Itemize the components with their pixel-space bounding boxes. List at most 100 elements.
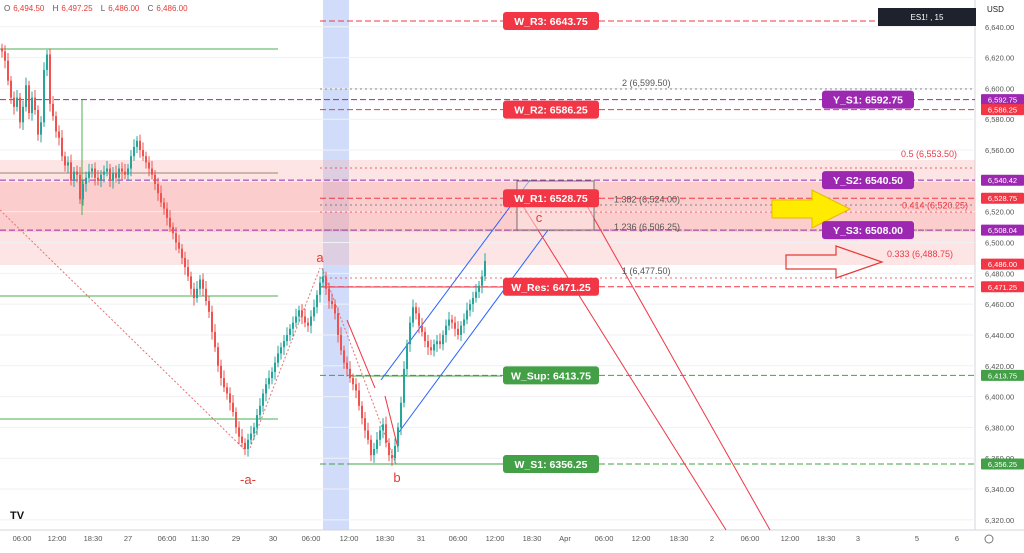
candle-body	[34, 97, 36, 110]
candle-body	[136, 140, 138, 147]
time-settings-icon[interactable]	[984, 534, 994, 544]
price-tick-label: 6,380.00	[985, 423, 1014, 432]
candle	[145, 151, 147, 169]
candle	[31, 91, 33, 121]
candle	[298, 305, 300, 323]
candle-body	[430, 347, 432, 351]
time-axis[interactable]: 06:00 12:00 18:30 27 06:00 11:30 29 30 06:00 12:0…	[13, 534, 994, 544]
candle-body	[412, 307, 414, 323]
candle	[313, 299, 315, 322]
candle	[253, 422, 255, 440]
candle	[454, 316, 456, 337]
candle-body	[469, 304, 471, 311]
candle	[163, 197, 165, 215]
level-label: W_R2: 6586.25	[503, 100, 599, 119]
price-tick-label: 6,600.00	[985, 84, 1014, 93]
candle-body	[43, 69, 45, 123]
candle	[136, 136, 138, 154]
candle	[10, 76, 12, 104]
candle-body	[19, 97, 21, 123]
candle-body	[376, 439, 378, 449]
candle-body	[196, 288, 198, 298]
candle	[355, 378, 357, 399]
projection-line-1	[522, 205, 727, 531]
candle	[280, 342, 282, 360]
candle-body	[385, 424, 387, 443]
symbol-interval-badge[interactable]: ES1! , 15	[878, 8, 976, 26]
candle-body	[484, 260, 486, 277]
price-tag-bg	[981, 224, 1024, 236]
candle-body	[58, 131, 60, 138]
candle	[409, 316, 411, 352]
candle-body	[226, 387, 228, 394]
candle-body	[235, 411, 237, 428]
level-label-bg	[503, 12, 599, 30]
candle	[124, 163, 126, 180]
candle-body	[364, 418, 366, 431]
candle	[67, 156, 69, 174]
candle	[109, 163, 111, 188]
candle	[376, 432, 378, 454]
candle-body	[16, 97, 18, 107]
price-tag-bg	[981, 104, 1024, 116]
price-tick-label: 6,500.00	[985, 239, 1014, 248]
price-tag-bg	[981, 94, 1024, 106]
candle	[16, 89, 18, 112]
candle-body	[304, 316, 306, 323]
candle	[433, 339, 435, 357]
currency-selector[interactable]: USD	[987, 5, 1004, 14]
candle	[406, 339, 408, 376]
price-tag-text: 6,586.25	[988, 106, 1017, 115]
candle	[46, 49, 48, 77]
price-tag: 6,508.04	[981, 224, 1024, 236]
candle	[115, 165, 117, 183]
candle-body	[205, 288, 207, 302]
level-label-bg	[822, 221, 914, 240]
candle	[196, 281, 198, 303]
price-tag: 6,356.25	[981, 458, 1024, 470]
price-tag: 6,586.25	[981, 104, 1024, 116]
candle	[229, 387, 231, 411]
price-tick-label: 6,580.00	[985, 115, 1014, 124]
candle	[484, 253, 486, 282]
candle-body	[313, 307, 315, 317]
candle-body	[367, 430, 369, 440]
candle	[91, 163, 93, 178]
candle-body	[442, 334, 444, 345]
price-tick-label: 6,340.00	[985, 485, 1014, 494]
level-label-bg	[503, 366, 599, 385]
candle	[193, 282, 195, 306]
candle-body	[274, 362, 276, 372]
level-label: W_Sup: 6413.75	[503, 366, 599, 385]
candle-body	[13, 97, 15, 107]
price-tick-label: 6,640.00	[985, 23, 1014, 32]
tradingview-logo: TV	[10, 510, 25, 522]
candle-body	[25, 85, 27, 107]
candle-body	[109, 168, 111, 181]
candle	[322, 268, 324, 288]
candle	[457, 321, 459, 340]
time-tick-label: 06:00	[595, 534, 614, 543]
candle-body	[79, 174, 81, 200]
price-tag: 6,413.75	[981, 369, 1024, 381]
candle-body	[289, 328, 291, 335]
candle-body	[427, 341, 429, 348]
candle-body	[262, 393, 264, 406]
candle	[181, 244, 183, 265]
time-tick-label: 11:30	[191, 534, 209, 543]
candle-body	[202, 279, 204, 289]
price-axis[interactable]: 6,320.006,340.006,360.006,380.006,400.00…	[981, 23, 1024, 525]
candle	[427, 334, 429, 355]
candle	[325, 271, 327, 295]
candle	[370, 435, 372, 462]
candle	[52, 96, 54, 121]
candle	[7, 52, 9, 86]
time-tick-label: 18:30	[376, 534, 395, 543]
candle	[271, 367, 273, 385]
candle	[34, 89, 36, 115]
candle	[391, 448, 393, 466]
time-tick-label: 06:00	[158, 534, 177, 543]
candle-body	[388, 442, 390, 456]
